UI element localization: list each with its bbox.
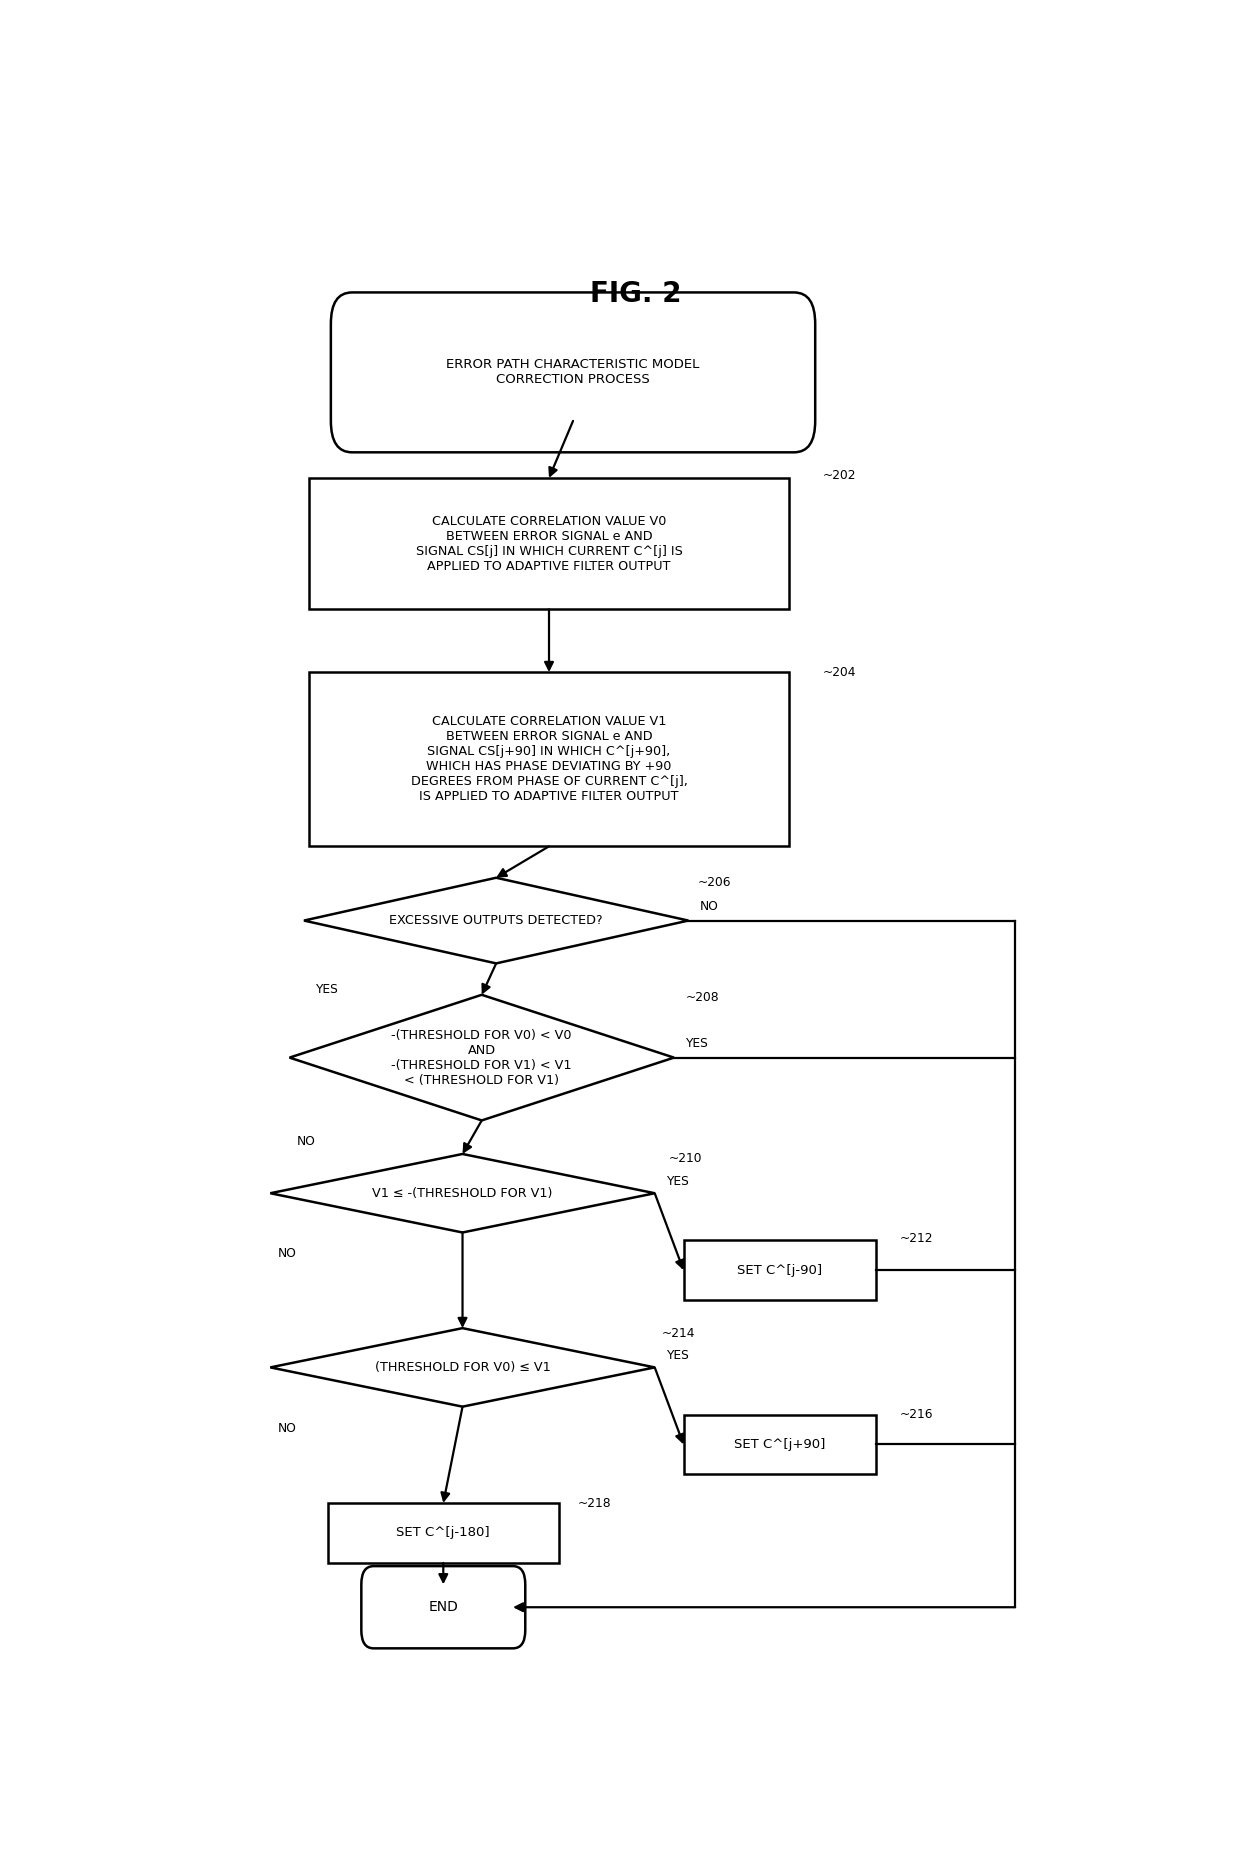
FancyBboxPatch shape <box>331 293 815 452</box>
FancyBboxPatch shape <box>361 1567 526 1648</box>
Text: ~202: ~202 <box>823 469 857 482</box>
Text: ~214: ~214 <box>661 1327 694 1340</box>
Text: ~210: ~210 <box>670 1153 703 1166</box>
Text: ERROR PATH CHARACTERISTIC MODEL
CORRECTION PROCESS: ERROR PATH CHARACTERISTIC MODEL CORRECTI… <box>446 358 699 386</box>
Text: NO: NO <box>278 1422 296 1435</box>
Bar <box>309 478 789 610</box>
Text: V1 ≤ -(THRESHOLD FOR V1): V1 ≤ -(THRESHOLD FOR V1) <box>372 1187 553 1200</box>
Text: (THRESHOLD FOR V0) ≤ V1: (THRESHOLD FOR V0) ≤ V1 <box>374 1361 551 1374</box>
Text: END: END <box>428 1600 459 1615</box>
Text: SET C^[j-180]: SET C^[j-180] <box>397 1526 490 1539</box>
Text: SET C^[j+90]: SET C^[j+90] <box>734 1439 826 1452</box>
Text: SET C^[j-90]: SET C^[j-90] <box>737 1264 822 1277</box>
Text: NO: NO <box>298 1135 316 1148</box>
Text: ~216: ~216 <box>900 1407 934 1420</box>
Text: YES: YES <box>315 983 339 996</box>
Text: YES: YES <box>666 1350 689 1363</box>
Polygon shape <box>304 877 688 964</box>
Text: YES: YES <box>686 1036 708 1049</box>
Text: NO: NO <box>278 1248 296 1261</box>
Text: -(THRESHOLD FOR V0) < V0
AND
-(THRESHOLD FOR V1) < V1
< (THRESHOLD FOR V1): -(THRESHOLD FOR V0) < V0 AND -(THRESHOLD… <box>392 1029 572 1086</box>
Text: ~208: ~208 <box>686 992 719 1005</box>
Bar <box>683 1415 875 1474</box>
Text: EXCESSIVE OUTPUTS DETECTED?: EXCESSIVE OUTPUTS DETECTED? <box>389 914 603 927</box>
Text: ~212: ~212 <box>900 1233 934 1246</box>
Text: CALCULATE CORRELATION VALUE V1
BETWEEN ERROR SIGNAL e AND
SIGNAL CS[j+90] IN WHI: CALCULATE CORRELATION VALUE V1 BETWEEN E… <box>410 716 687 803</box>
Text: ~218: ~218 <box>578 1496 611 1509</box>
Bar <box>683 1240 875 1300</box>
Text: FIG. 2: FIG. 2 <box>590 280 681 308</box>
Polygon shape <box>270 1327 655 1407</box>
Text: NO: NO <box>699 899 719 912</box>
Bar <box>309 673 789 845</box>
Polygon shape <box>270 1153 655 1233</box>
Text: ~206: ~206 <box>698 875 732 888</box>
Text: ~204: ~204 <box>823 666 857 679</box>
Text: YES: YES <box>666 1175 689 1188</box>
Text: CALCULATE CORRELATION VALUE V0
BETWEEN ERROR SIGNAL e AND
SIGNAL CS[j] IN WHICH : CALCULATE CORRELATION VALUE V0 BETWEEN E… <box>415 515 682 573</box>
Bar <box>327 1504 558 1563</box>
Polygon shape <box>290 996 675 1120</box>
